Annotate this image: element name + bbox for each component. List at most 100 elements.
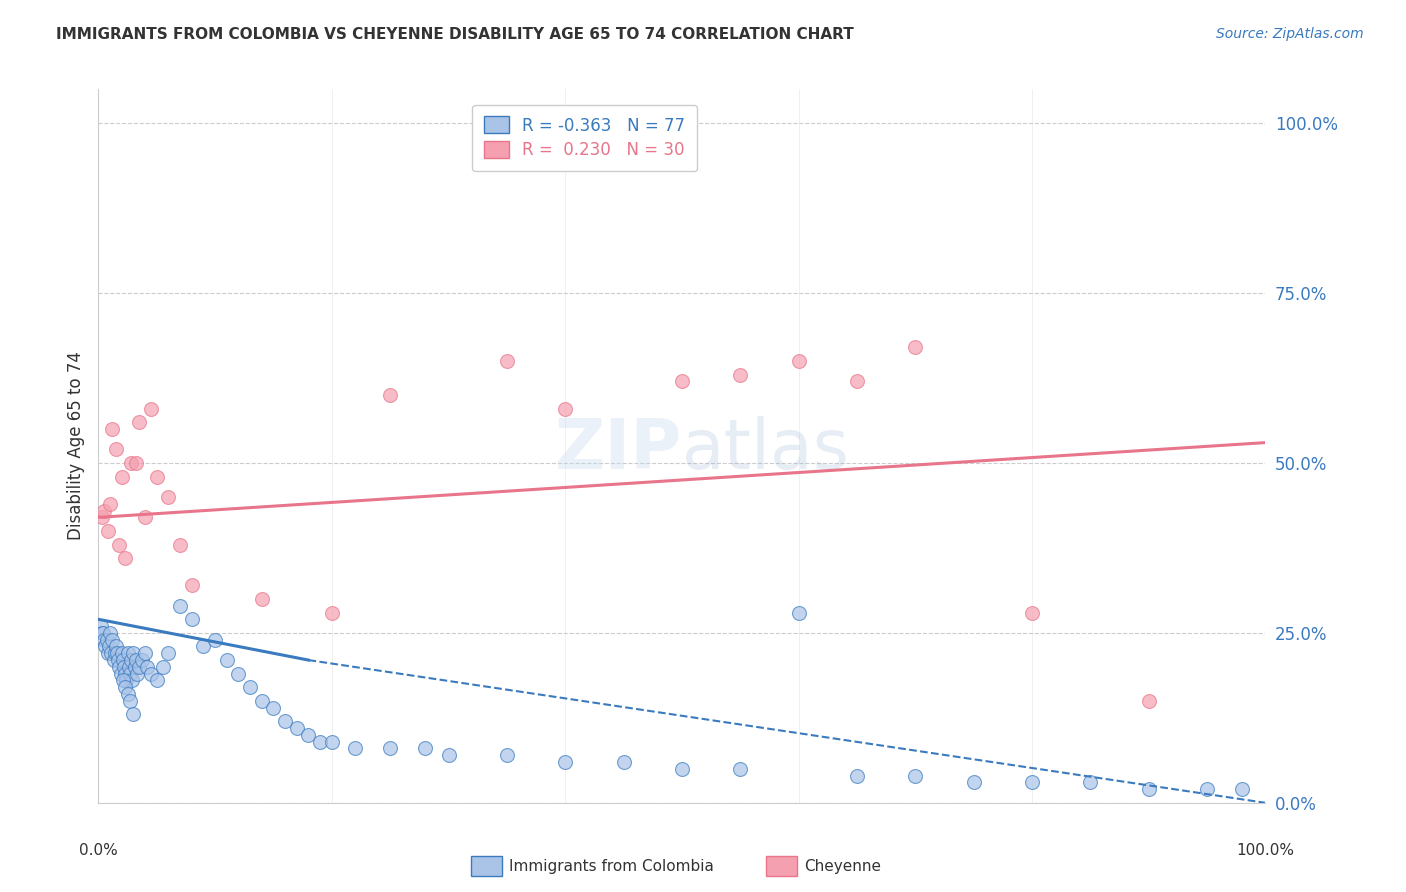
- Legend: R = -0.363   N = 77, R =  0.230   N = 30: R = -0.363 N = 77, R = 0.230 N = 30: [472, 104, 697, 171]
- Point: [671, 762, 693, 776]
- Point: [96, 632, 118, 647]
- Point: [274, 714, 297, 729]
- Point: [250, 591, 273, 606]
- Point: [120, 456, 142, 470]
- Point: [103, 653, 125, 667]
- Point: [169, 537, 191, 551]
- Point: [239, 680, 262, 694]
- Point: [108, 537, 131, 551]
- Point: [146, 673, 169, 688]
- Text: atlas: atlas: [682, 416, 849, 483]
- Point: [180, 612, 202, 626]
- Point: [93, 632, 115, 647]
- Text: 0.0%: 0.0%: [79, 843, 118, 858]
- Point: [139, 666, 162, 681]
- Point: [228, 666, 250, 681]
- Text: ZIP: ZIP: [554, 416, 682, 483]
- Point: [115, 673, 138, 688]
- Point: [93, 503, 115, 517]
- Point: [1230, 782, 1253, 797]
- Point: [104, 442, 127, 457]
- Point: [122, 646, 145, 660]
- Point: [97, 524, 120, 538]
- Point: [105, 646, 128, 660]
- Point: [962, 775, 984, 789]
- Point: [321, 734, 343, 748]
- Point: [111, 653, 134, 667]
- Point: [262, 700, 284, 714]
- Point: [134, 510, 156, 524]
- Point: [101, 632, 124, 647]
- Point: [125, 653, 148, 667]
- Point: [118, 666, 141, 681]
- Point: [193, 640, 215, 654]
- Point: [90, 510, 112, 524]
- Point: [157, 490, 180, 504]
- Point: [152, 660, 174, 674]
- Point: [146, 469, 169, 483]
- Point: [1195, 782, 1218, 797]
- Point: [104, 640, 127, 654]
- Point: [94, 640, 117, 654]
- Point: [134, 646, 156, 660]
- Point: [122, 707, 145, 722]
- Point: [114, 666, 136, 681]
- Point: [554, 401, 576, 416]
- Point: [344, 741, 367, 756]
- Point: [297, 728, 319, 742]
- Point: [846, 769, 869, 783]
- Point: [110, 666, 132, 681]
- Point: [131, 653, 153, 667]
- Text: Source: ZipAtlas.com: Source: ZipAtlas.com: [1216, 27, 1364, 41]
- Point: [215, 653, 238, 667]
- Point: [90, 626, 112, 640]
- Point: [100, 646, 122, 660]
- Point: [169, 599, 191, 613]
- Point: [180, 578, 202, 592]
- Point: [613, 755, 636, 769]
- Point: [554, 755, 576, 769]
- Point: [117, 687, 139, 701]
- Point: [111, 646, 134, 660]
- Point: [118, 660, 141, 674]
- Point: [97, 640, 120, 654]
- Point: [139, 401, 162, 416]
- Point: [378, 388, 402, 402]
- Point: [413, 741, 436, 756]
- Point: [730, 762, 752, 776]
- Point: [1080, 775, 1102, 789]
- Point: [204, 632, 226, 647]
- Point: [101, 422, 124, 436]
- Point: [118, 694, 141, 708]
- Point: [309, 734, 332, 748]
- Point: [904, 341, 927, 355]
- Point: [97, 646, 120, 660]
- Point: [114, 551, 136, 566]
- Point: [128, 415, 150, 429]
- Point: [120, 653, 142, 667]
- Point: [495, 354, 517, 368]
- Text: Cheyenne: Cheyenne: [804, 859, 882, 873]
- Text: 100.0%: 100.0%: [1236, 843, 1295, 858]
- Point: [91, 626, 114, 640]
- Point: [128, 660, 150, 674]
- Point: [112, 660, 135, 674]
- Point: [378, 741, 402, 756]
- Point: [98, 497, 121, 511]
- Point: [98, 626, 121, 640]
- Point: [787, 354, 810, 368]
- Point: [1021, 606, 1043, 620]
- Point: [111, 469, 134, 483]
- Point: [846, 375, 869, 389]
- Point: [1137, 782, 1160, 797]
- Point: [671, 375, 693, 389]
- Text: Immigrants from Colombia: Immigrants from Colombia: [509, 859, 714, 873]
- Point: [114, 680, 136, 694]
- Point: [107, 653, 129, 667]
- Point: [1021, 775, 1043, 789]
- Point: [437, 748, 460, 763]
- Point: [117, 646, 139, 660]
- Point: [90, 619, 112, 633]
- Point: [250, 694, 273, 708]
- Point: [157, 646, 180, 660]
